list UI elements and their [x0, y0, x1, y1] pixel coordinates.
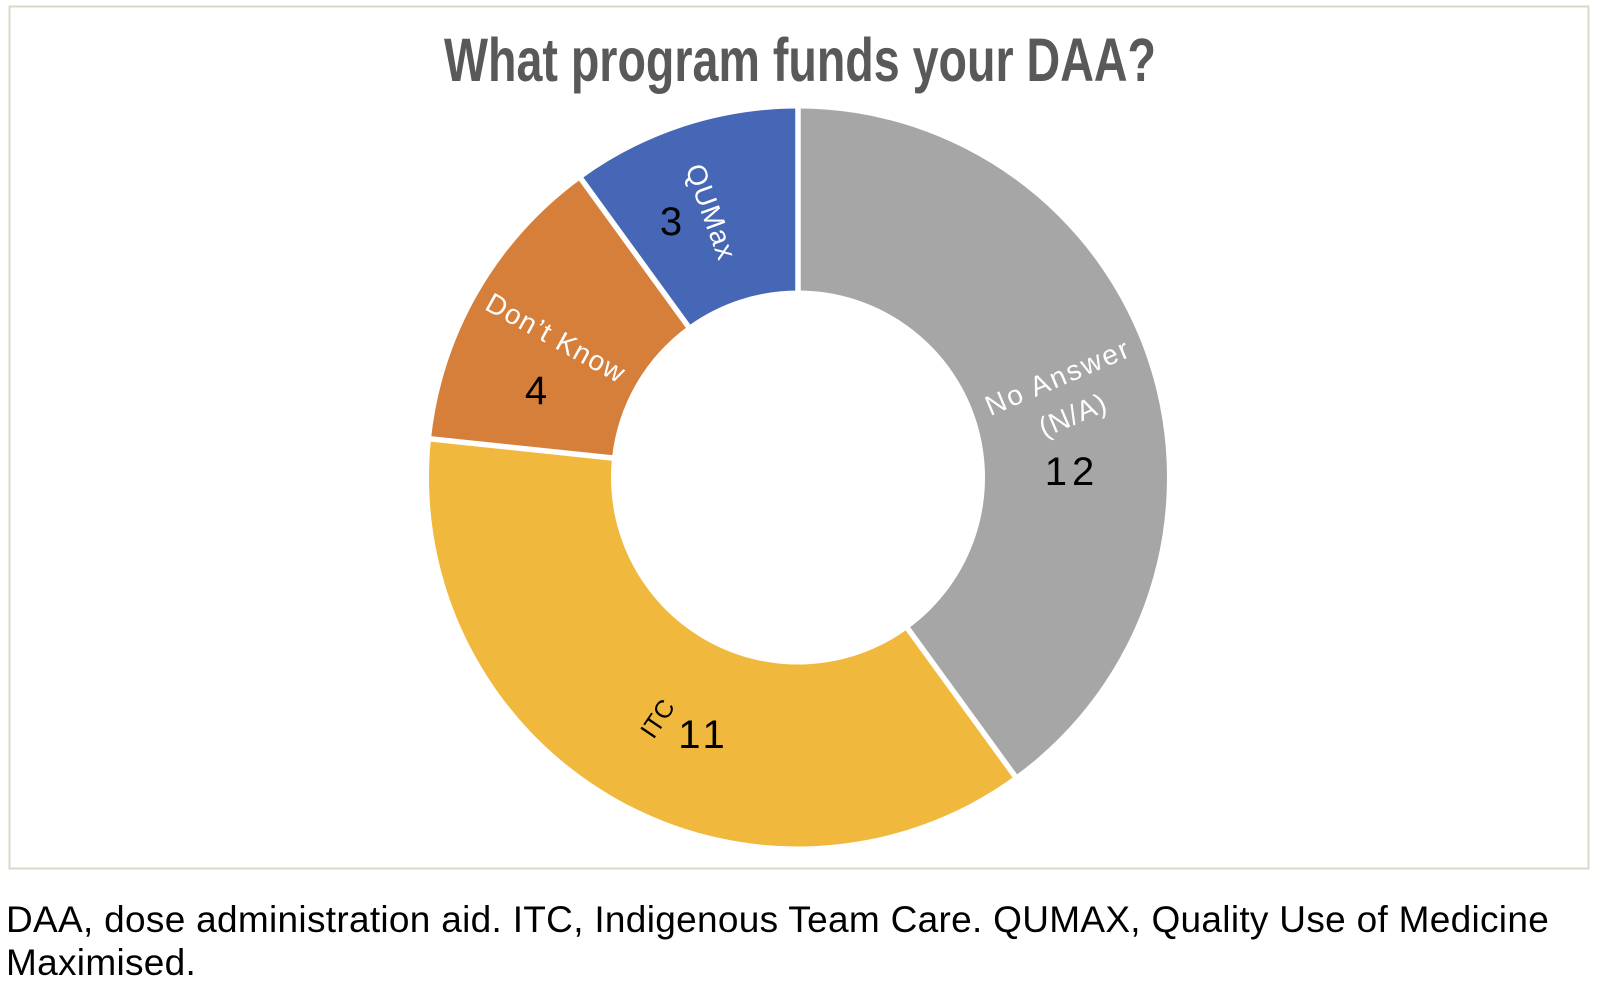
- svg-text:4: 4: [525, 369, 547, 413]
- svg-text:DAA, dose administration aid.: DAA, dose administration aid. ITC, Indig…: [6, 899, 1549, 940]
- svg-text:What program funds your DAA?: What program funds your DAA?: [444, 26, 1156, 94]
- svg-text:3: 3: [660, 200, 682, 244]
- svg-text:Maximised.: Maximised.: [6, 942, 196, 983]
- svg-text:11: 11: [678, 713, 730, 757]
- svg-text:12: 12: [1045, 450, 1100, 494]
